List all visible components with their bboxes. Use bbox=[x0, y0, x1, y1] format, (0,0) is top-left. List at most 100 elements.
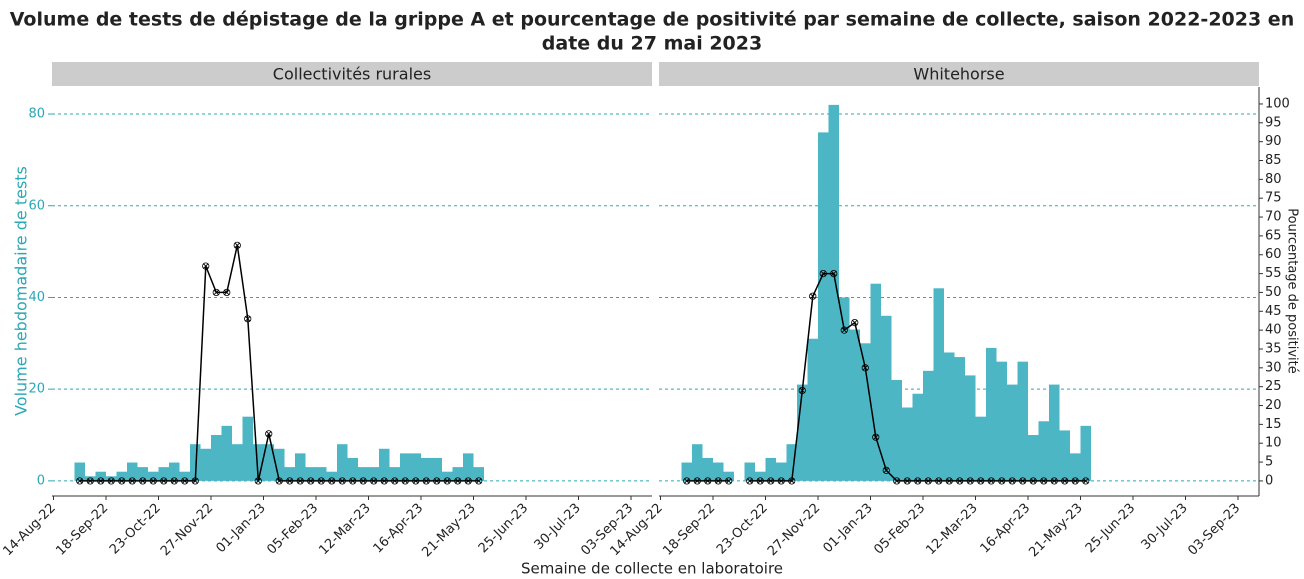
point bbox=[464, 477, 472, 485]
point-circle bbox=[683, 477, 691, 485]
point-cross bbox=[307, 478, 314, 484]
point-cross bbox=[778, 478, 785, 484]
bar bbox=[860, 343, 871, 481]
point-cross bbox=[694, 478, 701, 484]
point bbox=[202, 262, 210, 270]
bar bbox=[169, 462, 180, 481]
point-circle bbox=[181, 477, 189, 485]
point bbox=[767, 477, 775, 485]
y2-tick-label: 50 bbox=[1265, 285, 1282, 300]
point-circle bbox=[977, 477, 985, 485]
point bbox=[861, 364, 869, 372]
point-circle bbox=[76, 477, 84, 485]
point bbox=[223, 288, 231, 297]
point bbox=[443, 477, 451, 485]
point-circle bbox=[872, 433, 880, 441]
point-circle bbox=[1061, 477, 1069, 485]
point-circle bbox=[317, 477, 325, 485]
line bbox=[79, 245, 479, 482]
bar bbox=[965, 375, 976, 481]
bar bbox=[923, 370, 934, 481]
bar bbox=[1070, 453, 1081, 481]
point bbox=[882, 466, 890, 474]
point-cross bbox=[956, 478, 963, 484]
point-cross bbox=[171, 478, 178, 484]
point-circle bbox=[966, 477, 974, 485]
point-cross bbox=[862, 365, 869, 371]
y2-tick-label: 30 bbox=[1265, 360, 1282, 375]
point bbox=[401, 477, 409, 485]
point bbox=[935, 477, 943, 485]
bar bbox=[410, 453, 421, 481]
y-tick-label: 60 bbox=[28, 198, 45, 213]
bar bbox=[881, 315, 892, 481]
point-cross bbox=[725, 478, 732, 484]
x-tick-label: 03-Sep-23 bbox=[1185, 501, 1243, 559]
point-cross bbox=[946, 478, 953, 484]
point-circle bbox=[1019, 477, 1027, 485]
point-cross bbox=[809, 293, 816, 300]
point-cross bbox=[433, 478, 440, 484]
y2-tick-label: 65 bbox=[1265, 228, 1282, 243]
point bbox=[914, 477, 922, 485]
point-cross bbox=[265, 430, 272, 437]
point bbox=[1071, 477, 1079, 485]
point-circle bbox=[139, 477, 147, 485]
y-tick-label: 80 bbox=[28, 107, 45, 122]
bar bbox=[1080, 425, 1091, 481]
point-circle bbox=[714, 477, 722, 485]
bar bbox=[116, 471, 127, 481]
point-circle bbox=[128, 477, 136, 485]
point-circle bbox=[338, 477, 346, 485]
point-cross bbox=[841, 327, 848, 333]
point-circle bbox=[149, 477, 157, 485]
bar bbox=[284, 467, 295, 481]
point-circle bbox=[945, 477, 953, 485]
bar bbox=[996, 361, 1007, 481]
bar bbox=[442, 471, 453, 481]
bar bbox=[839, 297, 850, 481]
bar bbox=[106, 476, 117, 481]
point-circle bbox=[191, 477, 199, 485]
point-cross bbox=[118, 478, 125, 484]
bar bbox=[975, 416, 986, 481]
point-circle bbox=[307, 477, 315, 485]
point bbox=[139, 477, 147, 485]
point bbox=[945, 477, 953, 485]
point bbox=[1061, 477, 1069, 485]
point-circle bbox=[1040, 477, 1048, 485]
point-cross bbox=[988, 478, 995, 484]
point bbox=[788, 477, 796, 485]
point-circle bbox=[851, 318, 859, 327]
bar bbox=[713, 462, 724, 481]
point-circle bbox=[903, 477, 911, 485]
point-cross bbox=[851, 319, 858, 326]
x-tick-label: 01-Jan-23 bbox=[213, 501, 268, 556]
point-cross bbox=[276, 478, 283, 484]
point bbox=[391, 477, 399, 485]
point bbox=[107, 477, 115, 485]
point-cross bbox=[998, 478, 1005, 484]
point-cross bbox=[213, 289, 220, 296]
point-cross bbox=[108, 478, 115, 484]
point-cross bbox=[746, 478, 753, 484]
point bbox=[370, 477, 378, 485]
point-cross bbox=[830, 270, 837, 277]
point-circle bbox=[1082, 477, 1090, 485]
point bbox=[872, 433, 880, 441]
point-circle bbox=[956, 477, 964, 485]
bar bbox=[702, 457, 713, 481]
point bbox=[840, 326, 848, 334]
bar bbox=[148, 471, 159, 481]
bar bbox=[786, 444, 797, 481]
point bbox=[683, 477, 691, 485]
point-circle bbox=[777, 477, 785, 485]
point bbox=[359, 477, 367, 485]
y-tick-label: 0 bbox=[37, 473, 45, 488]
bar bbox=[421, 457, 432, 481]
point-cross bbox=[328, 478, 335, 484]
x-tick-label: 14-Aug-22 bbox=[0, 501, 58, 559]
point-cross bbox=[76, 478, 83, 484]
point-circle bbox=[107, 477, 115, 485]
